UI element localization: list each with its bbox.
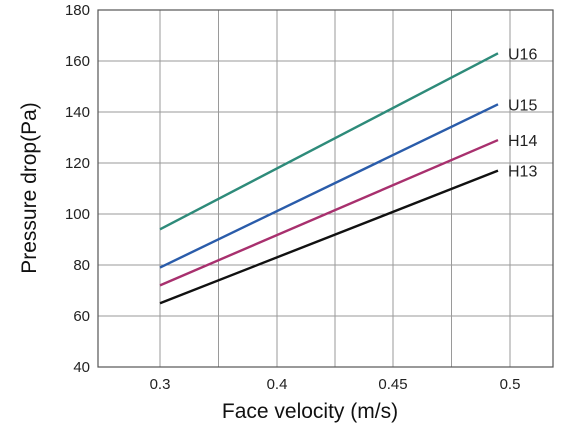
y-axis-ticks: 40 60 80 100 120 140 160 180: [65, 2, 90, 376]
y-tick-label: 160: [65, 53, 90, 70]
y-tick-label: 80: [73, 257, 90, 274]
x-tick-label: 0.4: [267, 376, 288, 393]
series-label-h14: H14: [508, 133, 537, 150]
plot-frame: [97, 9, 554, 368]
series-line-u15: [159, 103, 499, 269]
series-label-u15: U15: [508, 97, 537, 114]
series-label-h13: H13: [508, 164, 537, 181]
series-line-h13: [159, 169, 499, 305]
x-axis-title: Face velocity (m/s): [222, 400, 398, 423]
x-tick-label: 0.3: [150, 376, 171, 393]
series-lines: [159, 52, 499, 305]
x-axis-ticks: 0.3 0.4 0.45 0.5: [150, 376, 521, 393]
y-tick-label: 140: [65, 104, 90, 121]
y-axis-title: Pressure drop(Pa): [18, 102, 41, 274]
y-tick-label: 100: [65, 206, 90, 223]
series-label-u16: U16: [508, 46, 537, 63]
x-tick-label: 0.45: [378, 376, 407, 393]
x-tick-label: 0.5: [500, 376, 521, 393]
y-tick-label: 120: [65, 155, 90, 172]
y-tick-label: 180: [65, 2, 90, 19]
y-tick-label: 60: [73, 308, 90, 325]
series-line-u16: [159, 52, 499, 231]
series-labels: U16 U15 H14 H13: [508, 46, 537, 180]
series-line-h14: [159, 138, 499, 287]
y-tick-label: 40: [73, 359, 90, 376]
